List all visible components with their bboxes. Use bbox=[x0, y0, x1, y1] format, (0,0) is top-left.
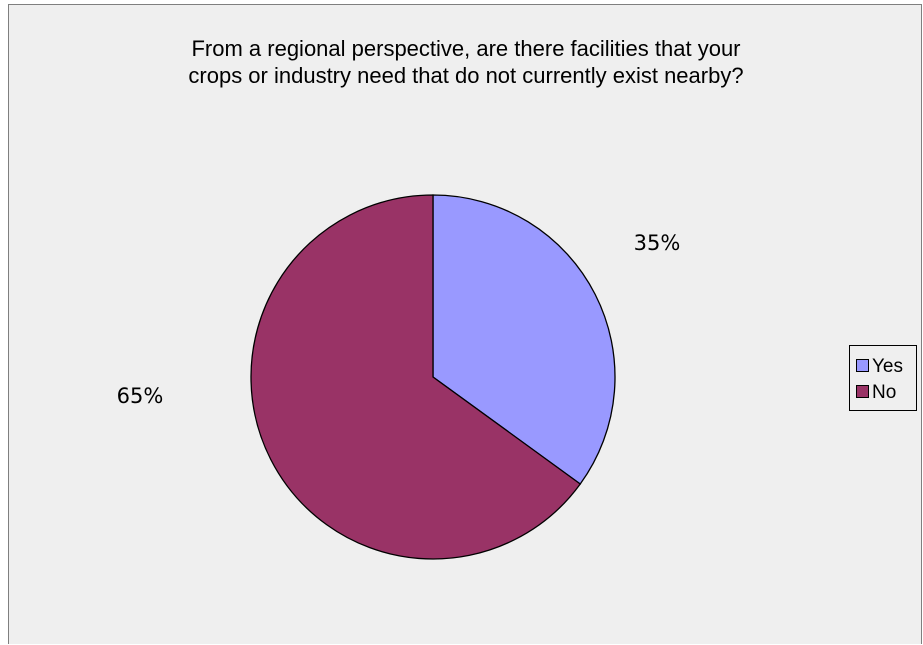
pie-slice-no bbox=[250, 194, 582, 560]
chart-title: From a regional perspective, are there f… bbox=[9, 35, 923, 89]
data-label-no: 65% bbox=[117, 384, 164, 408]
pie-chart: 35% 65% bbox=[117, 194, 681, 560]
legend: Yes No bbox=[849, 345, 917, 411]
legend-swatch-no bbox=[856, 385, 869, 399]
chart-title-line-1: From a regional perspective, are there f… bbox=[191, 36, 741, 61]
chart-area: From a regional perspective, are there f… bbox=[8, 4, 922, 644]
pie-slice-yes bbox=[432, 194, 616, 485]
legend-label-no: No bbox=[872, 382, 897, 403]
legend-swatch-yes bbox=[856, 359, 869, 373]
legend-label-yes: Yes bbox=[872, 356, 903, 377]
chart-title-line-2: crops or industry need that do not curre… bbox=[188, 63, 744, 88]
data-label-yes: 35% bbox=[634, 231, 681, 255]
legend-item-yes: Yes bbox=[856, 356, 903, 378]
legend-item-no: No bbox=[856, 382, 896, 404]
